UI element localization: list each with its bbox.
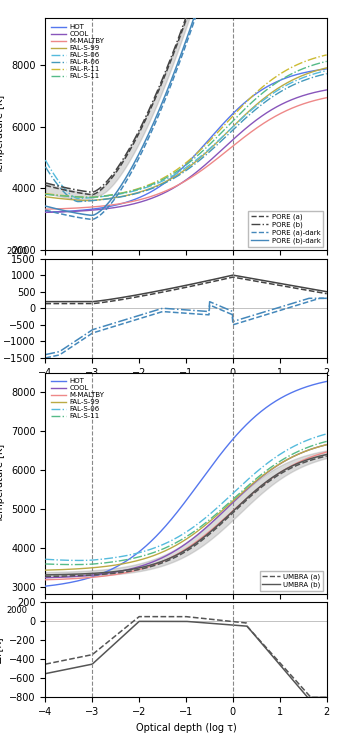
X-axis label: Optical depth (log τ): Optical depth (log τ) bbox=[136, 723, 236, 733]
Text: 2000: 2000 bbox=[7, 246, 28, 256]
Legend: UMBRA (a), UMBRA (b): UMBRA (a), UMBRA (b) bbox=[260, 571, 323, 591]
Y-axis label: Temperature [K]: Temperature [K] bbox=[0, 444, 5, 523]
Y-axis label: Temperature [K]: Temperature [K] bbox=[0, 94, 5, 174]
Text: 2000: 2000 bbox=[7, 606, 28, 615]
Legend: PORE (a), PORE (b), PORE (a)-dark, PORE (b)-dark: PORE (a), PORE (b), PORE (a)-dark, PORE … bbox=[248, 211, 323, 246]
Y-axis label: ΔT[K]: ΔT[K] bbox=[0, 637, 4, 663]
X-axis label: Optical depth (log τ): Optical depth (log τ) bbox=[136, 383, 236, 393]
